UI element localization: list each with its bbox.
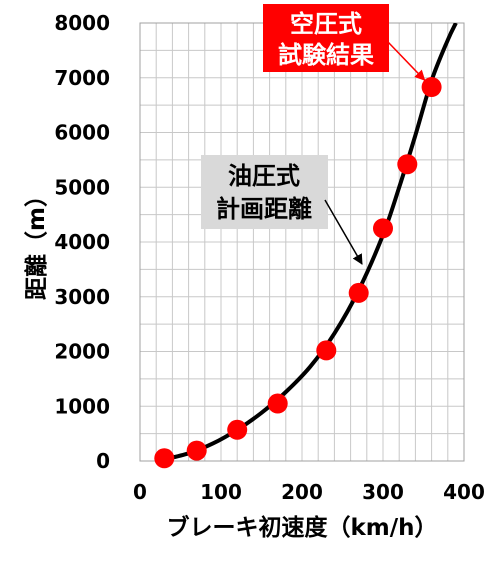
grid: [140, 23, 464, 461]
y-tick-label: 6000: [54, 121, 110, 145]
y-tick-label: 2000: [54, 340, 110, 364]
data-point-test-result: [397, 154, 418, 175]
data-point-test-result: [348, 282, 369, 303]
callout-arrow-planned-distance: [324, 199, 363, 265]
axes: 0 100 200 300 400010002000300040005000600070…: [23, 11, 485, 541]
y-axis-title: 距離（m）: [23, 184, 50, 300]
data-point-test-result: [227, 419, 248, 440]
series: [154, 23, 458, 469]
y-tick-label: 7000: [54, 66, 110, 90]
y-tick-label: 4000: [54, 230, 110, 254]
callout-box-test-result: [263, 4, 389, 72]
series-line-planned-distance: [163, 23, 458, 461]
callout-label-planned-distance: 油圧式: [228, 162, 300, 190]
x-tick-label: 0: [133, 480, 147, 504]
data-point-test-result: [154, 448, 175, 469]
callout-label-test-result: 空圧式: [290, 10, 362, 38]
y-tick-label: 5000: [54, 175, 110, 199]
y-tick-label: 1000: [54, 394, 110, 418]
x-tick-label: 300: [362, 480, 404, 504]
y-tick-label: 0: [96, 449, 110, 473]
y-tick-label: 3000: [54, 285, 110, 309]
callout-arrow-test-result: [387, 41, 426, 81]
y-tick-label: 8000: [54, 11, 110, 35]
data-point-test-result: [316, 340, 337, 361]
callout-box-planned-distance: [201, 155, 328, 229]
callout-label-test-result: 試験結果: [278, 41, 374, 69]
data-point-test-result: [186, 440, 207, 461]
x-tick-label: 200: [281, 480, 323, 504]
callout-label-planned-distance: 計画距離: [216, 195, 312, 223]
x-tick-label: 100: [200, 480, 242, 504]
data-point-test-result: [421, 77, 442, 98]
data-point-test-result: [373, 218, 393, 239]
x-axis-title: ブレーキ初速度（km/h）: [166, 514, 437, 541]
x-tick-label: 400: [443, 480, 485, 504]
data-point-test-result: [267, 393, 288, 414]
